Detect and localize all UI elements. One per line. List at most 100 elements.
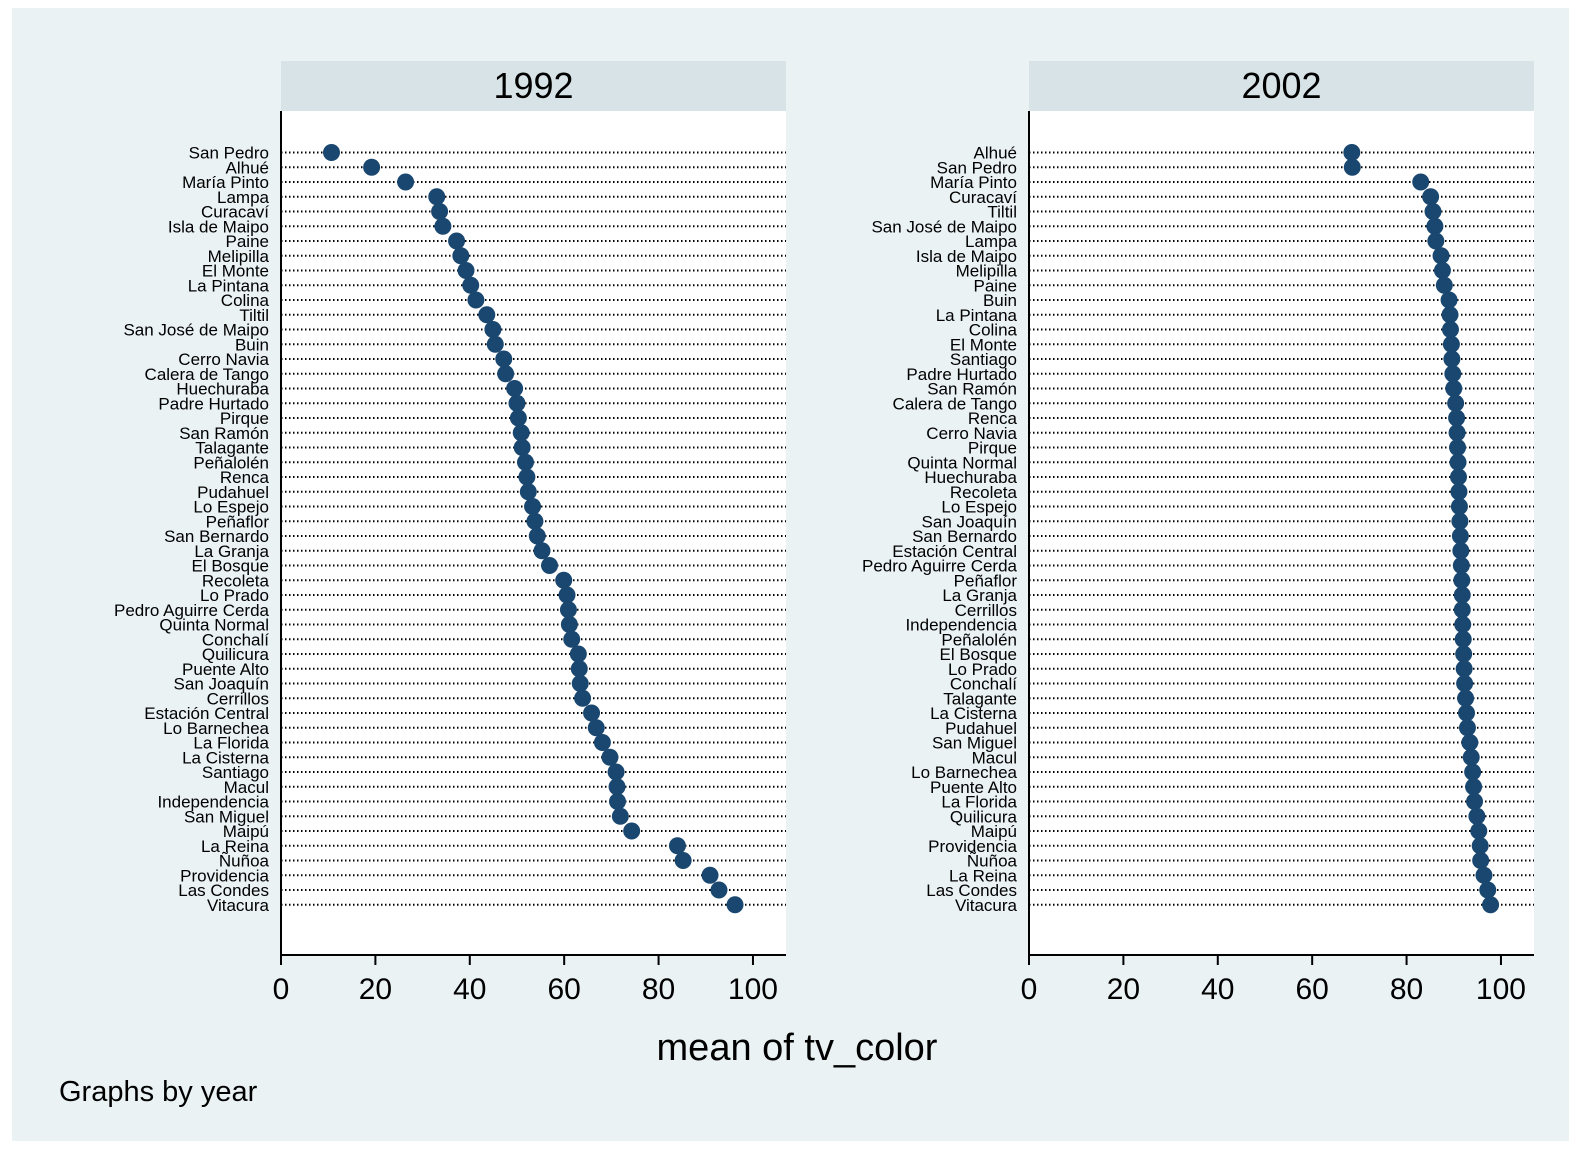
category-label: Paine: [974, 276, 1017, 295]
data-point: [462, 276, 480, 294]
data-point: [1454, 616, 1472, 633]
category-label: San Pedro: [189, 144, 269, 163]
data-point: [1443, 350, 1461, 368]
category-label: María Pinto: [182, 173, 269, 192]
category-label: San Ramón: [927, 380, 1017, 399]
data-point: [1457, 689, 1475, 707]
category-label: San José de Maipo: [871, 217, 1017, 236]
category-label: Lo Prado: [200, 586, 269, 605]
data-point: [452, 247, 470, 265]
data-point: [1450, 498, 1468, 515]
category-label: Calera de Tango: [145, 365, 269, 384]
category-label: Melipilla: [956, 262, 1018, 281]
category-label: Maipú: [223, 822, 269, 841]
data-point: [1451, 512, 1469, 530]
category-label: El Bosque: [192, 557, 270, 576]
data-point: [1448, 409, 1466, 427]
category-label: Pedro Aguirre Cerda: [114, 601, 270, 620]
category-label: San Joaquín: [174, 675, 269, 694]
data-point: [607, 763, 625, 781]
category-label: San Joaquín: [922, 512, 1017, 531]
category-label: Quinta Normal: [159, 616, 269, 635]
category-label: Lo Espejo: [941, 498, 1017, 517]
category-label: Tiltil: [987, 203, 1017, 222]
data-point: [570, 660, 588, 678]
category-label: Cerro Navia: [178, 350, 269, 369]
x-tick-label: 40: [453, 973, 486, 1006]
category-label: Pirque: [220, 409, 269, 428]
data-point: [668, 837, 686, 855]
category-label: San Miguel: [932, 734, 1017, 753]
panel-title: 1992: [493, 65, 573, 106]
category-label: La Reina: [201, 837, 270, 856]
data-point: [593, 734, 611, 751]
data-point: [1455, 645, 1473, 663]
data-point: [583, 704, 601, 722]
data-point: [1482, 896, 1500, 914]
category-label: Conchalí: [950, 675, 1017, 694]
data-point: [1432, 247, 1450, 265]
data-point: [1433, 262, 1451, 279]
data-point: [701, 866, 719, 884]
category-label: Santiago: [950, 350, 1017, 369]
category-label: Curacaví: [201, 203, 269, 222]
category-label: Santiago: [202, 763, 269, 782]
data-point: [1458, 704, 1476, 722]
data-point: [1452, 557, 1470, 574]
category-label: Puente Alto: [182, 660, 269, 679]
category-label: Independencia: [157, 793, 269, 812]
category-label: Buin: [235, 335, 269, 354]
data-point: [1441, 306, 1459, 324]
category-label: Talagante: [943, 689, 1017, 708]
data-point: [1427, 232, 1445, 250]
data-point: [1468, 807, 1486, 825]
category-label: Colina: [221, 291, 270, 310]
x-tick-label: 80: [642, 973, 675, 1006]
category-label: Alhué: [974, 144, 1017, 163]
x-tick-label: 100: [1476, 973, 1526, 1006]
category-label: Pudahuel: [197, 483, 269, 502]
data-point: [611, 807, 629, 825]
data-point: [448, 232, 466, 250]
data-point: [513, 439, 531, 456]
category-label: La Cisterna: [182, 748, 269, 767]
data-point: [1449, 468, 1467, 486]
data-point: [559, 601, 577, 619]
category-label: Vitacura: [207, 896, 270, 915]
category-label: Cerrillos: [955, 601, 1017, 620]
data-point: [1454, 630, 1472, 648]
data-point: [434, 217, 452, 235]
category-label: Tiltil: [239, 306, 269, 325]
x-tick-label: 60: [1295, 973, 1328, 1006]
category-label: Lampa: [217, 188, 270, 207]
data-point: [1441, 321, 1459, 338]
data-point: [1453, 571, 1471, 589]
data-point: [518, 468, 536, 486]
data-point: [467, 291, 485, 309]
data-point: [1412, 173, 1430, 191]
category-label: Ñuñoa: [967, 852, 1018, 871]
data-point: [710, 881, 728, 899]
data-point: [528, 527, 546, 545]
category-label: La Pintana: [936, 306, 1018, 325]
category-label: Ñuñoa: [219, 852, 270, 871]
x-tick-label: 0: [1021, 973, 1038, 1006]
data-point: [569, 645, 587, 663]
data-point: [1453, 586, 1471, 604]
category-label: Providencia: [180, 866, 269, 885]
data-point: [512, 424, 530, 442]
x-tick-label: 60: [547, 973, 580, 1006]
panel-strip: [1029, 61, 1534, 111]
category-label: El Bosque: [940, 645, 1018, 664]
category-label: Alhué: [226, 158, 269, 177]
panel-strip: [281, 61, 786, 111]
data-point: [519, 483, 537, 501]
data-point: [1343, 144, 1361, 161]
data-point: [1465, 778, 1483, 796]
data-point: [428, 188, 446, 206]
category-label: Colina: [969, 321, 1018, 340]
data-point: [1445, 380, 1463, 397]
category-label: Paine: [226, 232, 269, 251]
category-label: Huechuraba: [176, 380, 269, 399]
